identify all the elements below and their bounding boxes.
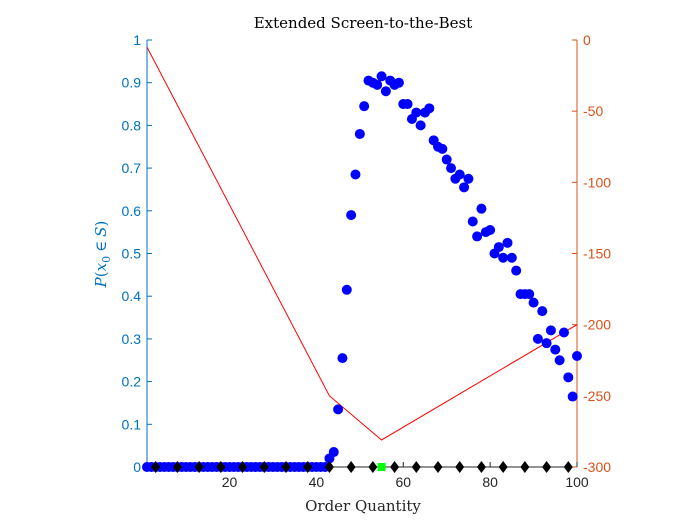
probability-point: [393, 77, 404, 88]
x-tick-label: 80: [482, 474, 498, 490]
y-left-tick-label: 0.6: [122, 203, 142, 219]
probability-point: [476, 203, 487, 214]
y-left-tick-label: 0.9: [122, 75, 142, 91]
screened-marker: [411, 461, 421, 473]
screened-marker: [259, 461, 269, 473]
probability-point: [572, 350, 582, 361]
probability-point: [341, 284, 352, 295]
y-left-tick-label: 0.3: [122, 331, 142, 347]
y-left-tick-label: 0.4: [122, 288, 142, 304]
screened-marker: [346, 461, 356, 473]
probability-point: [493, 242, 504, 253]
x-tick-label: 40: [309, 474, 325, 490]
screened-marker: [324, 461, 334, 473]
y-right-tick-label: -250: [583, 388, 611, 404]
y-axis-left-label: P(x0∈S): [92, 221, 113, 289]
probability-point: [354, 128, 365, 139]
probability-point: [502, 237, 513, 248]
probability-point: [463, 173, 474, 184]
probability-point: [528, 297, 539, 308]
probability-point: [537, 306, 548, 317]
screened-marker: [368, 461, 378, 473]
probability-point: [467, 216, 478, 227]
y-left-tick-label: 1: [133, 32, 141, 48]
x-tick-label: 100: [565, 474, 589, 490]
y-right-tick-label: 0: [583, 32, 591, 48]
probability-point: [333, 404, 344, 415]
probability-point: [411, 107, 422, 118]
objective-curve: [146, 46, 578, 441]
probability-point: [472, 231, 483, 242]
screened-marker: [194, 461, 204, 473]
y-right-tick-label: -200: [583, 317, 611, 333]
screened-marker: [238, 461, 248, 473]
probability-point: [498, 252, 509, 263]
y-right-tick-label: -300: [583, 459, 611, 475]
screened-marker: [390, 461, 400, 473]
probability-point: [550, 344, 561, 355]
screened-marker: [542, 461, 552, 473]
y-right-tick-label: -150: [583, 246, 611, 262]
y-left-tick-label: 0.8: [122, 117, 142, 133]
screened-marker: [303, 461, 313, 473]
y-right-tick-label: -100: [583, 174, 611, 190]
screened-marker: [520, 461, 530, 473]
screened-marker: [498, 461, 508, 473]
screened-marker: [476, 461, 486, 473]
screened-marker: [563, 461, 573, 473]
chart-title: Extended Screen-to-the-Best: [254, 14, 473, 32]
probability-point: [532, 333, 543, 344]
svg-text:P(x0∈S): P(x0∈S): [92, 221, 113, 289]
screened-marker: [172, 461, 182, 473]
probability-point: [459, 182, 470, 193]
screened-marker: [151, 461, 161, 473]
probability-point: [524, 289, 535, 300]
best-point-marker: [377, 463, 386, 471]
probability-point: [511, 265, 522, 276]
screened-marker: [455, 461, 465, 473]
x-tick-label: 60: [395, 474, 411, 490]
screened-marker: [281, 461, 291, 473]
probability-point: [415, 120, 426, 131]
probability-point: [402, 99, 413, 110]
probability-point: [376, 71, 387, 82]
probability-point: [424, 103, 435, 114]
probability-point: [558, 327, 569, 338]
x-tick-label: 20: [222, 474, 238, 490]
probability-point: [437, 143, 448, 154]
y-left-tick-label: 0.2: [122, 374, 142, 390]
probability-point: [446, 163, 457, 174]
y-left-tick-label: 0.5: [122, 246, 142, 262]
y-right-tick-label: -50: [583, 103, 603, 119]
y-left-tick-label: 0.7: [122, 160, 142, 176]
probability-point: [328, 447, 339, 458]
probability-point: [545, 325, 556, 336]
probability-point: [337, 353, 348, 364]
y-left-tick-label: 0: [133, 459, 141, 475]
x-axis-label: Order Quantity: [305, 497, 421, 515]
screened-marker: [433, 461, 443, 473]
probability-point: [506, 252, 517, 263]
probability-point: [541, 338, 552, 349]
probability-point: [454, 169, 465, 180]
probability-point: [441, 154, 452, 165]
probability-point: [380, 86, 391, 97]
probability-point: [567, 391, 578, 402]
probability-point: [346, 210, 357, 221]
y-left-tick-label: 0.1: [122, 416, 142, 432]
probability-point: [350, 169, 361, 180]
probability-point: [485, 225, 496, 236]
screened-marker: [216, 461, 226, 473]
probability-point: [563, 372, 574, 383]
probability-point: [359, 101, 370, 112]
probability-point: [554, 355, 565, 366]
probability-point: [372, 79, 383, 90]
